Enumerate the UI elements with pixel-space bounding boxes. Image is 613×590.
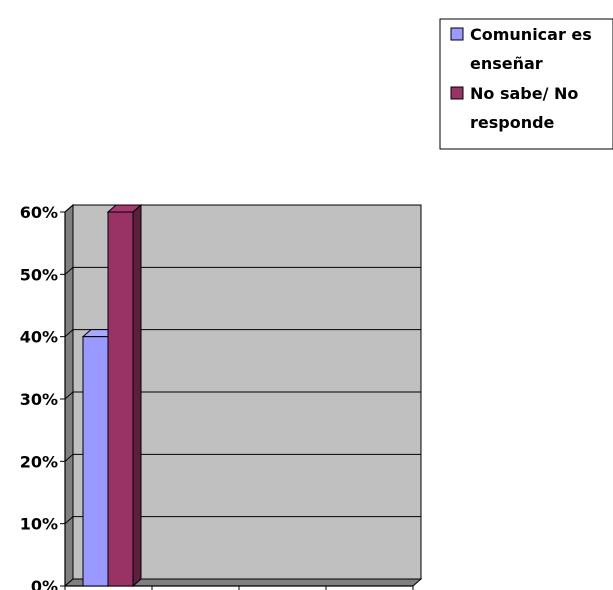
gridline xyxy=(64,329,421,338)
bar-front xyxy=(82,336,109,587)
bar-side xyxy=(132,203,142,588)
legend-box xyxy=(439,18,613,150)
legend-label-no-sabe-line1: No sabe/ No xyxy=(470,84,578,103)
bar xyxy=(106,203,143,588)
y-tick-label: 30% xyxy=(20,390,58,409)
legend-swatch-no-sabe xyxy=(450,86,464,100)
y-tick-label: 20% xyxy=(20,452,58,471)
bar-front xyxy=(107,211,134,587)
gridlines xyxy=(64,204,421,525)
legend-swatch-comunicar xyxy=(450,27,464,41)
gridline xyxy=(64,204,421,213)
gridline xyxy=(64,266,421,275)
y-tick-label: 40% xyxy=(20,328,58,347)
y-tick-labels: 0% 10% 20% 30% 40% 50% 60% xyxy=(20,203,58,590)
gridline xyxy=(64,391,421,400)
legend: Comunicar es enseñar No sabe/ No respond… xyxy=(439,18,613,150)
gridline xyxy=(64,453,421,462)
y-tick-label: 0% xyxy=(31,577,58,590)
y-tick-label: 50% xyxy=(20,265,58,284)
gridline xyxy=(64,516,421,525)
legend-label-comunicar-line2: enseñar xyxy=(470,54,543,73)
y-tick-label: 60% xyxy=(20,203,58,222)
legend-label-no-sabe-line2: responde xyxy=(470,113,555,132)
legend-label-comunicar-line1: Comunicar es xyxy=(470,25,592,44)
bars xyxy=(81,203,143,588)
y-tick-label: 10% xyxy=(20,515,58,534)
x-ticks xyxy=(64,586,414,590)
